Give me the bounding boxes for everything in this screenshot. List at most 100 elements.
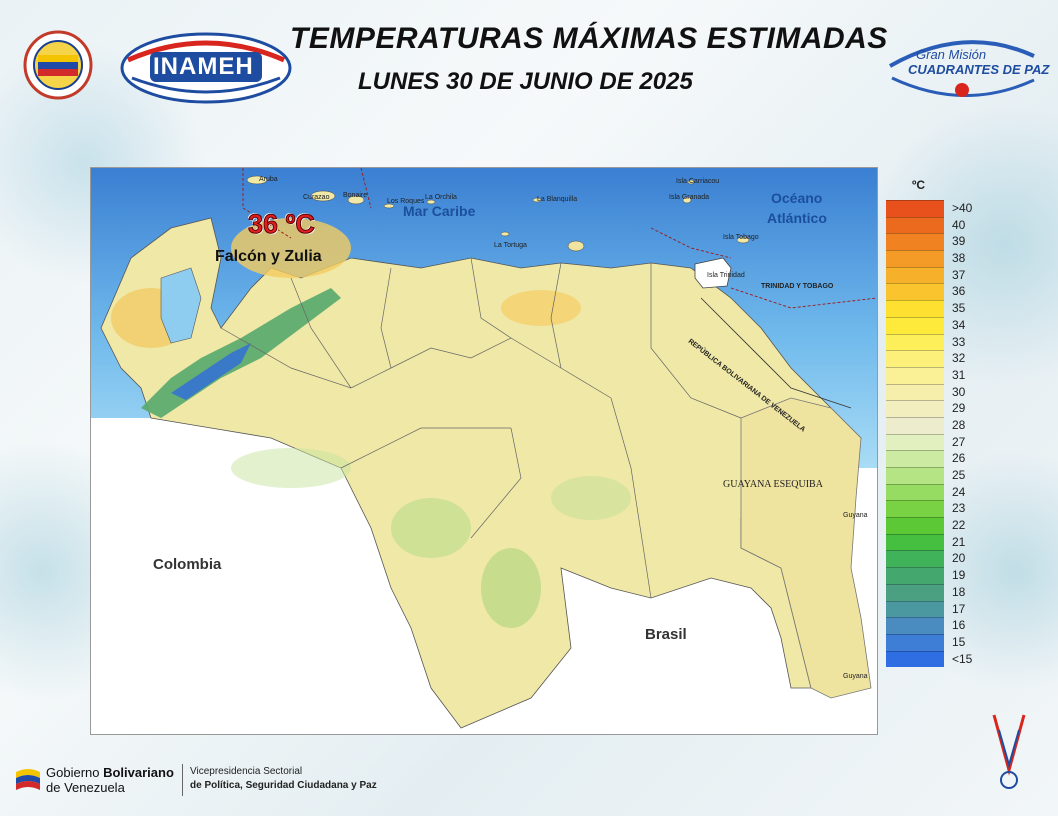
legend-row: >40 (886, 200, 996, 217)
legend-swatch (886, 550, 944, 568)
legend-row: 23 (886, 500, 996, 518)
label-brasil: Brasil (645, 626, 687, 643)
legend-row: 17 (886, 600, 996, 618)
footer-bolivariano-text: Bolivariano (103, 765, 174, 780)
temperature-legend: ºC >40 40 39 38 37 36 35 34 33 32 31 30 29 28 27 26 25 2… (886, 178, 996, 698)
legend-swatch (886, 450, 944, 467)
label-isla-tobago: Isla Tobago (723, 234, 759, 241)
legend-unit: ºC (912, 178, 926, 192)
gran-mision-line1: Gran Misión (916, 47, 987, 62)
footer-gobierno-text: Gobierno (46, 765, 104, 780)
legend-row: 35 (886, 300, 996, 317)
legend-swatch (886, 216, 944, 234)
legend-label: 18 (952, 584, 966, 599)
label-curazao: Curazao (303, 194, 330, 201)
label-la-tortuga: La Tortuga (494, 242, 527, 249)
legend-label: 21 (952, 534, 966, 549)
legend-label: 34 (952, 317, 966, 332)
legend-row: 32 (886, 350, 996, 367)
legend-label: 29 (952, 401, 966, 416)
footer-vicepresidencia-line2: de Política, Seguridad Ciudadana y Paz (190, 780, 377, 791)
legend-row: 34 (886, 316, 996, 334)
inameh-logo (120, 32, 292, 104)
legend-swatch (886, 366, 944, 384)
legend-label: 20 (952, 551, 966, 566)
legend-swatch (886, 583, 944, 601)
legend-row: 16 (886, 617, 996, 634)
legend-swatch (886, 300, 944, 317)
legend-swatch (886, 617, 944, 634)
legend-row: 31 (886, 366, 996, 384)
legend-label: 33 (952, 334, 966, 349)
ministry-seal-logo (23, 30, 93, 100)
footer-divider (182, 764, 183, 796)
legend-label: 31 (952, 367, 966, 382)
legend-swatch (886, 483, 944, 501)
legend-swatch (886, 316, 944, 334)
guayana-esequiba-area (740, 397, 872, 699)
label-isla-trinidad: Isla Trinidad (707, 272, 745, 279)
legend-row: 24 (886, 483, 996, 501)
legend-rows: >40 40 39 38 37 36 35 34 33 32 31 30 29 28 27 26 25 24 23… (886, 200, 996, 668)
label-guyana-2: Guyana (843, 673, 868, 680)
highlight-states: Falcón y Zulia (215, 248, 322, 265)
legend-label: 38 (952, 251, 966, 266)
footer-gobierno-line1: Gobierno Bolivariano (46, 765, 174, 780)
legend-swatch (886, 517, 944, 534)
legend-label: 30 (952, 384, 966, 399)
legend-label: 23 (952, 501, 966, 516)
legend-swatch (886, 200, 944, 217)
label-los-roques: Los Roques (387, 198, 425, 205)
legend-row: 37 (886, 266, 996, 284)
page-subtitle: LUNES 30 DE JUNIO DE 2025 (358, 68, 693, 95)
legend-label: 25 (952, 468, 966, 482)
legend-row: 29 (886, 400, 996, 417)
legend-label: >40 (952, 201, 973, 215)
legend-swatch (886, 383, 944, 401)
legend-swatch (886, 433, 944, 451)
legend-swatch (886, 400, 944, 417)
legend-label: 36 (952, 284, 966, 299)
label-atlantico: Atlántico (767, 210, 827, 226)
label-la-orchila: La Orchila (425, 194, 457, 201)
legend-row: 33 (886, 333, 996, 351)
legend-label: 24 (952, 484, 966, 499)
legend-label: 27 (952, 434, 966, 449)
legend-row: 20 (886, 550, 996, 568)
page-title: TEMPERATURAS MÁXIMAS ESTIMADAS (290, 22, 888, 55)
colombia-area (91, 418, 461, 734)
label-isla-granada: Isla Granada (669, 194, 710, 201)
legend-swatch (886, 333, 944, 351)
legend-swatch (886, 350, 944, 367)
legend-row: 38 (886, 250, 996, 267)
legend-row: 30 (886, 383, 996, 401)
legend-swatch (886, 250, 944, 267)
legend-swatch (886, 283, 944, 301)
legend-label: <15 (952, 651, 973, 666)
legend-label: 26 (952, 451, 966, 466)
trinidad-island (694, 257, 732, 289)
temperature-map: Mar Caribe Océano Atlántico Colombia Bra… (90, 167, 878, 735)
legend-row: 21 (886, 533, 996, 551)
legend-swatch (886, 533, 944, 551)
label-guyana-1: Guyana (843, 512, 868, 519)
legend-swatch (886, 467, 944, 484)
legend-label: 39 (952, 234, 966, 249)
legend-swatch (886, 633, 944, 651)
label-oceano: Océano (771, 190, 823, 206)
label-isla-carriacou: Isla Carriacou (676, 178, 720, 185)
footer-gobierno-line2: de Venezuela (46, 780, 125, 795)
highlight-temperature: 36 ºC (248, 209, 316, 240)
legend-row: <15 (886, 650, 996, 668)
legend-swatch (886, 650, 944, 668)
legend-row: 19 (886, 567, 996, 584)
gran-mision-line2: CUADRANTES DE PAZ (908, 62, 1050, 77)
legend-row: 15 (886, 633, 996, 651)
map-graphic (91, 168, 877, 734)
legend-row: 27 (886, 433, 996, 451)
legend-label: 15 (952, 634, 966, 649)
lake-maracaibo (160, 267, 202, 344)
legend-row: 18 (886, 583, 996, 601)
legend-row: 39 (886, 233, 996, 251)
legend-label: 28 (952, 417, 966, 432)
